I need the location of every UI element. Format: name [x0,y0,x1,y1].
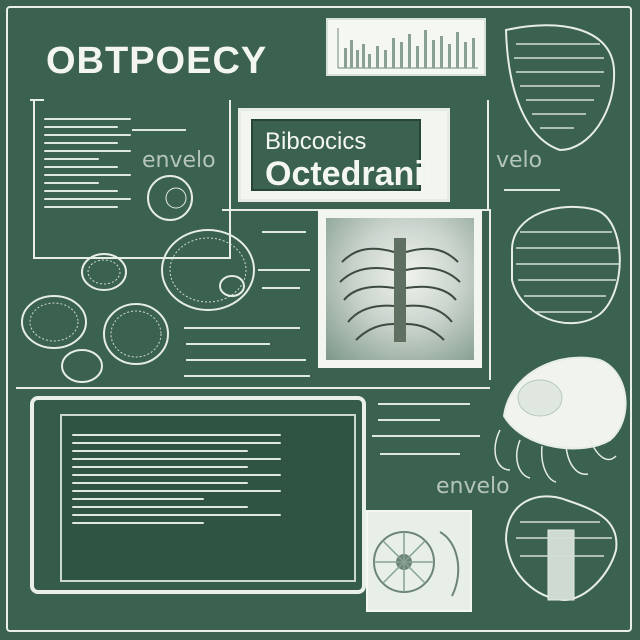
page-title: OBTPOECY [46,40,268,82]
watermark-envelo-left: envelo [142,148,216,173]
chart-thumbnail [326,18,486,76]
spine-photo-frame [318,210,482,368]
watermark-velo-right: velo [496,148,543,173]
urchin-illustration-box [366,510,472,612]
watermark-envelo-bottom: envelo [436,474,510,499]
jellyfish-illustration [494,356,627,483]
middle-frame [222,209,491,380]
notes-text-block [44,112,136,214]
bar-chart-illustration [337,28,478,69]
center-title-card: Bibcocics Octedranil [238,108,450,202]
anatomy-illustration-top-right [504,24,616,152]
board-border [6,6,632,632]
monitor-screen [60,414,356,582]
monitor-text-lines [72,428,292,530]
monitor-illustration [30,396,366,594]
anatomy-illustration-mid-right [511,205,621,325]
center-title-line1: Bibcocics [265,128,367,155]
urchin-illustration [373,531,460,597]
spine-illustration [339,238,461,342]
heart-illustration [504,495,618,602]
scribble-annotations-middle [132,129,310,377]
spine-photo [326,218,474,360]
center-title-panel: Bibcocics Octedranil [251,119,434,193]
cell-cluster-illustration [21,175,255,383]
scribble-annotations-right [372,189,560,455]
notes-frame-left [33,100,231,259]
center-title-line2: Octedranil [265,155,434,193]
